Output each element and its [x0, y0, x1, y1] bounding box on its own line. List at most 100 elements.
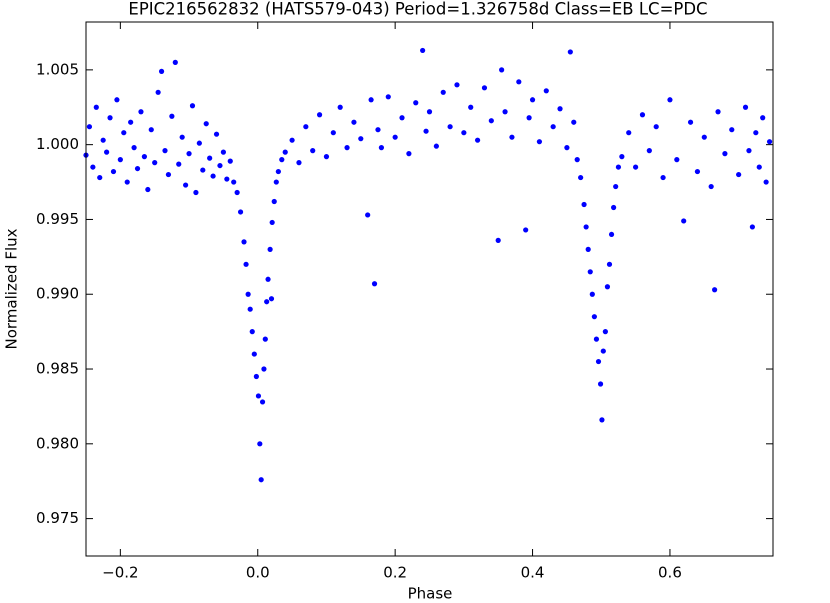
point: [736, 171, 742, 178]
point: [196, 140, 202, 146]
point: [667, 97, 673, 103]
point: [567, 49, 573, 55]
point: [93, 104, 99, 110]
point: [392, 134, 398, 140]
point: [454, 82, 460, 88]
point: [282, 149, 288, 155]
point: [344, 145, 350, 151]
point: [574, 157, 580, 163]
point: [461, 130, 467, 136]
point: [694, 168, 701, 175]
point: [289, 137, 295, 143]
point: [243, 261, 249, 267]
point: [615, 164, 622, 170]
point: [760, 115, 766, 121]
point: [158, 68, 165, 74]
point: [413, 100, 419, 106]
point: [114, 97, 120, 103]
point: [399, 115, 405, 121]
point: [183, 182, 189, 188]
point: [611, 204, 617, 211]
x-tick-label: −0.2: [102, 564, 138, 582]
point: [595, 358, 602, 365]
y-tick-label: 0.990: [36, 285, 79, 303]
point: [674, 157, 680, 163]
point: [162, 148, 168, 154]
point: [237, 209, 244, 215]
y-tick-label: 0.995: [36, 210, 79, 228]
point: [217, 162, 223, 169]
point: [523, 227, 529, 233]
point: [224, 176, 230, 182]
point: [729, 127, 735, 133]
point: [423, 128, 429, 134]
point: [653, 124, 659, 130]
point: [148, 127, 154, 133]
point: [203, 121, 209, 127]
point: [265, 276, 271, 282]
point: [138, 109, 144, 115]
point: [337, 104, 343, 110]
x-tick-label: 0.2: [383, 564, 407, 582]
point: [155, 89, 161, 95]
point: [323, 154, 330, 160]
point: [200, 167, 206, 173]
point: [107, 115, 113, 121]
point: [303, 124, 309, 130]
point: [145, 186, 151, 193]
point: [213, 131, 220, 137]
point: [420, 47, 426, 54]
point: [681, 218, 687, 224]
point: [207, 155, 213, 161]
point: [134, 165, 141, 172]
point: [351, 119, 357, 125]
point: [245, 291, 251, 297]
point: [257, 441, 263, 447]
point: [589, 291, 595, 297]
point: [613, 183, 619, 190]
point: [536, 139, 543, 145]
point: [591, 314, 597, 320]
point: [766, 139, 773, 145]
point: [756, 164, 762, 170]
point: [708, 183, 714, 190]
point: [440, 89, 446, 95]
point: [626, 130, 632, 136]
point: [117, 157, 123, 163]
point: [152, 160, 158, 166]
point: [231, 179, 237, 185]
point: [581, 201, 587, 208]
point: [526, 115, 532, 121]
point: [275, 168, 281, 175]
point: [433, 143, 439, 149]
point: [176, 161, 182, 167]
point: [378, 145, 385, 151]
point: [687, 119, 694, 125]
point: [100, 137, 106, 143]
point: [633, 164, 639, 170]
point: [165, 171, 172, 178]
point: [210, 173, 216, 179]
point: [426, 109, 433, 115]
point: [97, 174, 103, 181]
point: [606, 261, 613, 267]
point: [90, 164, 96, 170]
chart-title: EPIC216562832 (HATS579-043) Period=1.326…: [128, 0, 707, 19]
point: [599, 417, 605, 423]
point: [571, 119, 577, 125]
plot-frame: [85, 21, 774, 557]
point: [660, 174, 666, 181]
x-tick-label: 0.4: [521, 564, 545, 582]
point: [128, 119, 134, 125]
point: [241, 239, 247, 245]
point: [179, 134, 185, 140]
point: [481, 85, 488, 91]
point: [587, 269, 593, 275]
point: [247, 306, 253, 312]
point: [172, 59, 178, 65]
y-axis-label: Normalized Flux: [3, 228, 21, 349]
point: [253, 373, 259, 380]
point: [186, 151, 192, 157]
